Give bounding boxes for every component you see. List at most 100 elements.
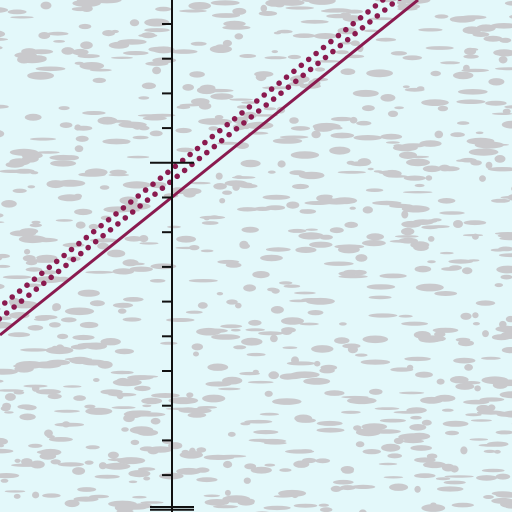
texture-speck (189, 181, 211, 185)
texture-speck (314, 360, 321, 367)
texture-speck (85, 407, 113, 415)
texture-speck (61, 317, 77, 323)
texture-speck (368, 313, 398, 318)
texture-speck (50, 459, 61, 465)
texture-speck (150, 417, 161, 425)
texture-speck (315, 458, 331, 464)
texture-speck (92, 77, 107, 83)
texture-speck (470, 419, 492, 422)
texture-speck (0, 7, 9, 13)
texture-speck (100, 338, 121, 346)
texture-speck (279, 281, 293, 285)
texture-speck (362, 105, 375, 112)
texture-speck (482, 330, 489, 338)
texture-speck (290, 151, 320, 159)
shading-dot (63, 262, 69, 269)
texture-speck (193, 351, 199, 357)
texture-speck (144, 18, 170, 27)
texture-speck (456, 159, 465, 162)
texture-speck (469, 438, 489, 441)
texture-speck (84, 168, 108, 177)
texture-speck (505, 315, 512, 323)
texture-speck (333, 479, 354, 485)
shading-dot (70, 256, 77, 263)
texture-speck (414, 265, 432, 273)
texture-speck (352, 89, 379, 97)
texture-speck (312, 122, 341, 131)
texture-speck (272, 398, 302, 405)
texture-speck (294, 414, 313, 423)
texture-speck (152, 66, 162, 75)
texture-speck (494, 155, 506, 163)
texture-speck (389, 483, 409, 491)
texture-speck (175, 246, 199, 250)
shading-dot (337, 42, 344, 49)
texture-speck (404, 356, 431, 362)
shading-dot (328, 38, 334, 45)
texture-speck (415, 371, 433, 378)
shading-dot (16, 288, 23, 294)
texture-speck (279, 135, 309, 139)
texture-speck (345, 9, 363, 14)
texture-speck (335, 50, 349, 55)
shading-dot (107, 227, 114, 233)
shading-dot (300, 72, 307, 79)
texture-speck (73, 395, 86, 401)
shading-dot (389, 1, 396, 7)
texture-speck (353, 425, 362, 431)
texture-speck (237, 500, 255, 506)
shading-dot (76, 240, 82, 247)
shading-dot (202, 139, 208, 146)
shading-dot (359, 25, 366, 31)
texture-speck (386, 141, 400, 144)
texture-speck (263, 107, 277, 111)
shading-dot (365, 9, 371, 15)
texture-speck (144, 28, 170, 33)
texture-speck (287, 228, 307, 233)
texture-speck (0, 213, 4, 218)
texture-speck (29, 137, 57, 141)
shading-dot (194, 145, 201, 152)
shading-dot (46, 264, 53, 271)
texture-speck (64, 307, 95, 316)
shading-dot (380, 0, 386, 3)
texture-speck (393, 437, 404, 445)
texture-speck (102, 138, 131, 145)
texture-speck (246, 352, 266, 357)
texture-speck (18, 235, 47, 244)
texture-speck (25, 260, 38, 266)
texture-speck (12, 188, 27, 193)
texture-speck (211, 13, 241, 18)
texture-speck (0, 253, 10, 259)
shading-dot (11, 304, 17, 310)
texture-speck (214, 115, 224, 120)
texture-speck (0, 379, 4, 383)
texture-speck (104, 119, 132, 123)
texture-speck (299, 322, 319, 326)
texture-speck (58, 106, 70, 111)
texture-speck (186, 407, 212, 414)
texture-speck (349, 206, 356, 210)
texture-speck (318, 503, 329, 507)
texture-speck (152, 46, 175, 54)
shading-dot (313, 50, 319, 57)
texture-speck (437, 105, 449, 112)
texture-speck (111, 406, 136, 409)
texture-speck (494, 449, 501, 454)
texture-speck (124, 410, 143, 419)
texture-speck (402, 55, 423, 61)
texture-speck (260, 254, 283, 262)
texture-speck (463, 220, 487, 226)
shading-dot (283, 74, 290, 80)
texture-speck (344, 221, 359, 228)
texture-speck (142, 404, 152, 408)
texture-speck (123, 297, 144, 302)
texture-speck (291, 492, 299, 499)
texture-speck (358, 509, 367, 512)
texture-speck (427, 236, 435, 242)
texture-speck (362, 240, 386, 247)
shading-dot (100, 232, 106, 239)
texture-speck (277, 160, 286, 168)
texture-speck (195, 467, 210, 473)
texture-speck (73, 496, 99, 502)
